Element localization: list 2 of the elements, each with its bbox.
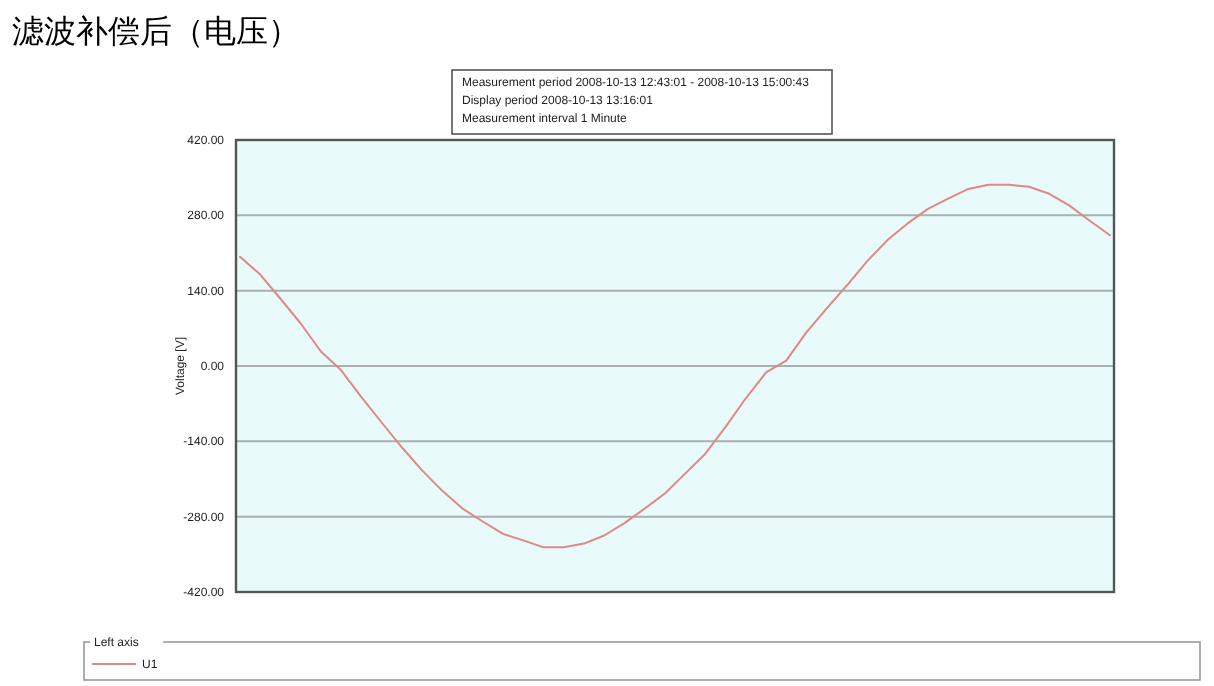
line-series <box>239 183 1111 549</box>
chart-title: 滤波补偿后（电压） <box>12 12 300 50</box>
